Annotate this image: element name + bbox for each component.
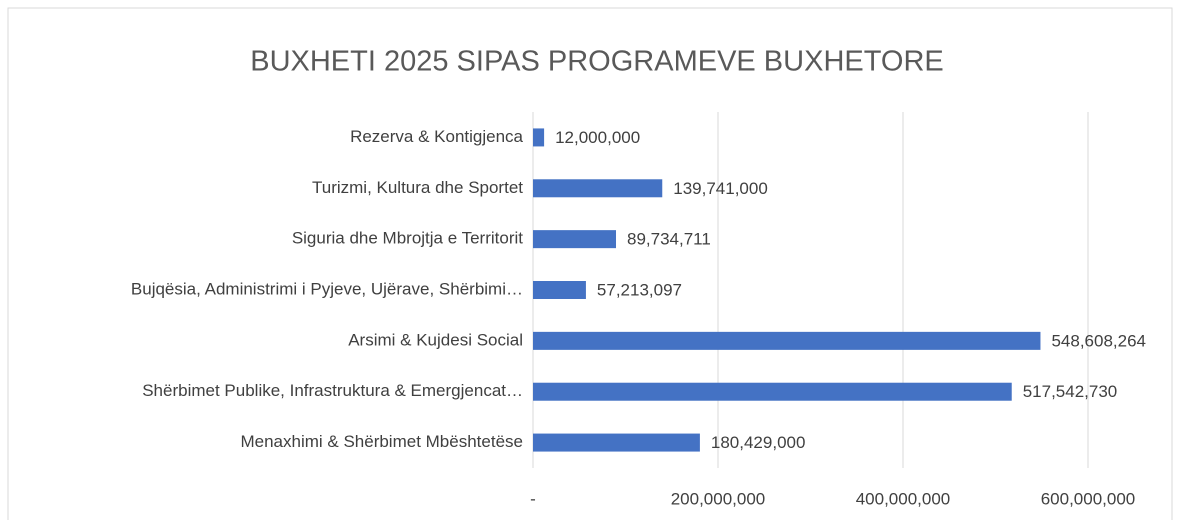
value-label: 548,608,264 [1051,331,1146,350]
y-tick-label: Bujqësia, Administrimi i Pyjeve, Ujërave… [131,279,523,298]
y-tick-label: Siguria dhe Mbrojtja e Territorit [292,229,523,248]
x-tick-label: 200,000,000 [671,489,766,508]
value-label: 139,741,000 [673,179,768,198]
value-label: 517,542,730 [1023,382,1118,401]
y-tick-label: Shërbimet Publike, Infrastruktura & Emer… [142,381,523,400]
value-label: 89,734,711 [627,230,711,249]
x-tick-label: 400,000,000 [856,489,951,508]
y-tick-label: Rezerva & Kontigjenca [350,127,523,146]
y-tick-label: Menaxhimi & Shërbimet Mbështetëse [240,432,523,451]
bar [533,382,1012,401]
value-label: 57,213,097 [597,280,682,299]
bar [533,281,586,299]
y-tick-label: Turizmi, Kultura dhe Sportet [312,178,523,197]
bar [533,331,1041,350]
bar [533,433,700,452]
bar [533,179,663,198]
value-label: 180,429,000 [711,433,806,452]
value-label: 12,000,000 [555,128,640,147]
x-tick-label: - [530,489,536,508]
y-tick-label: Arsimi & Kujdesi Social [348,330,523,349]
chart-title: BUXHETI 2025 SIPAS PROGRAMEVE BUXHETORE [250,46,944,78]
bar [533,128,545,147]
x-tick-label: 600,000,000 [1041,489,1136,508]
bar [533,230,617,249]
